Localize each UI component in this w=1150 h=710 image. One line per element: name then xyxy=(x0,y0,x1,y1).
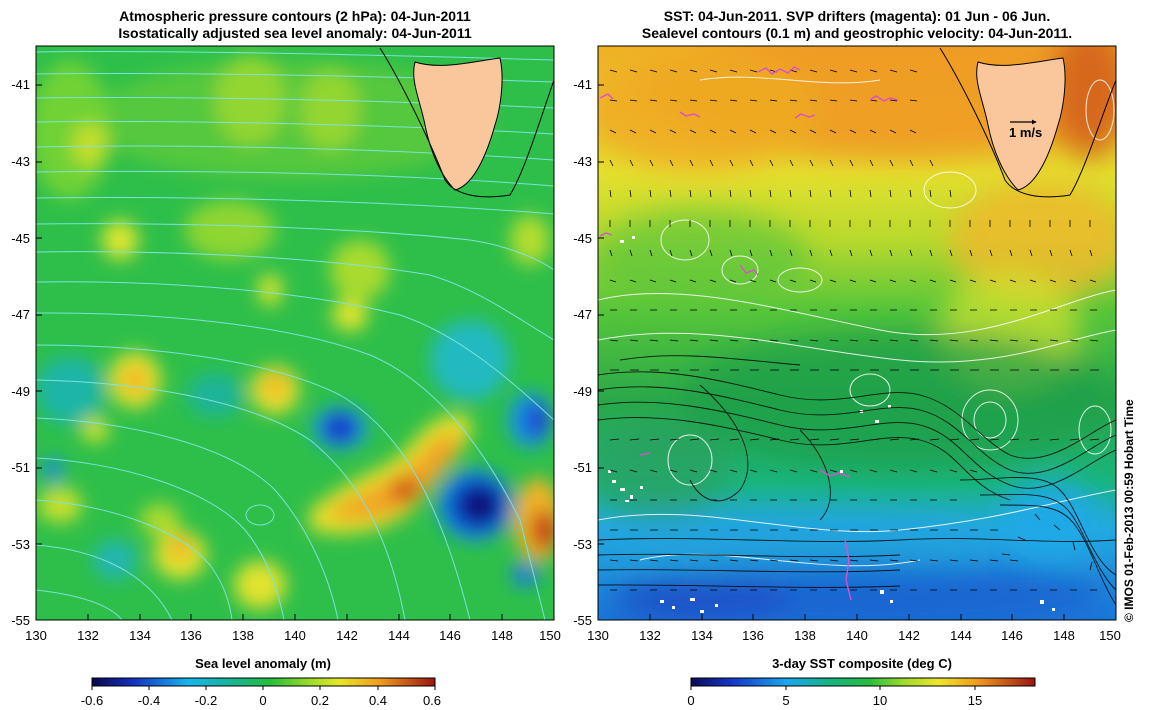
x-tick-label: 146 xyxy=(1001,628,1023,643)
x-tick-label: 148 xyxy=(1053,628,1075,643)
x-tick-label: 150 xyxy=(1099,628,1121,643)
left-x-axis: 130 132 134 136 138 140 142 144 146 148 … xyxy=(25,628,561,643)
sla-colorbar-tick: 0.6 xyxy=(423,693,441,708)
depth-contour xyxy=(379,47,554,198)
velocity-scale-label: 1 m/s xyxy=(1009,125,1042,140)
svp-drifter-tracks xyxy=(599,66,899,601)
left-title-line2: Isostatically adjusted sea level anomaly… xyxy=(118,25,472,41)
x-tick-label: 130 xyxy=(25,628,47,643)
y-tick-label: -47 xyxy=(11,307,30,322)
right-map-title: SST: 04-Jun-2011. SVP drifters (magenta)… xyxy=(598,8,1116,42)
x-tick-label: 142 xyxy=(336,628,358,643)
x-tick-label: 134 xyxy=(691,628,713,643)
y-tick-label: -55 xyxy=(11,613,30,628)
x-tick-label: 130 xyxy=(587,628,609,643)
sst-colorbar-title: 3-day SST composite (deg C) xyxy=(772,656,952,671)
y-tick-label: -43 xyxy=(573,154,592,169)
x-tick-label: 144 xyxy=(388,628,410,643)
x-tick-label: 142 xyxy=(898,628,920,643)
x-tick-label: 132 xyxy=(639,628,661,643)
y-tick-label: -49 xyxy=(573,384,592,399)
right-y-axis: -41 -43 -45 -47 -49 -51 -53 -55 xyxy=(573,77,592,628)
sst-colorbar: 3-day SST composite (deg C) 0 5 10 15 xyxy=(687,656,1036,708)
right-x-axis: 130 132 134 136 138 140 142 144 146 148 … xyxy=(587,628,1121,643)
sla-colorbar-tick: 0.2 xyxy=(311,693,329,708)
sst-colorbar-ramp xyxy=(690,677,1036,687)
x-tick-label: 144 xyxy=(950,628,972,643)
sla-shading xyxy=(36,47,554,620)
y-tick-label: -51 xyxy=(573,460,592,475)
sst-colorbar-tick: 5 xyxy=(782,693,789,708)
x-tick-label: 136 xyxy=(180,628,202,643)
sla-colorbar-title: Sea level anomaly (m) xyxy=(195,656,331,671)
x-tick-label: 138 xyxy=(794,628,816,643)
sla-colorbar-tick: 0.4 xyxy=(369,693,387,708)
sla-colorbar-tick: 0 xyxy=(259,693,266,708)
y-tick-label: -47 xyxy=(573,307,592,322)
pressure-contours xyxy=(36,51,554,620)
depth-contour-sst xyxy=(939,47,1116,198)
sst-colorbar-tick: 10 xyxy=(873,693,887,708)
x-tick-label: 150 xyxy=(539,628,561,643)
y-tick-label: -41 xyxy=(11,77,30,92)
left-y-axis: -41 -43 -45 -47 -49 -51 -53 -55 xyxy=(11,77,30,628)
y-tick-label: -55 xyxy=(573,613,592,628)
sst-colorbar-tick: 0 xyxy=(687,693,694,708)
y-tick-label: -41 xyxy=(573,77,592,92)
right-ticks xyxy=(598,84,1065,620)
sst-shading: 1 m/s xyxy=(598,46,1116,620)
sla-colorbar-tick: -0.2 xyxy=(195,693,217,708)
y-tick-label: -43 xyxy=(11,154,30,169)
y-tick-label: -45 xyxy=(11,231,30,246)
y-tick-label: -49 xyxy=(11,384,30,399)
left-ticks xyxy=(36,84,503,620)
sealevel-contours xyxy=(598,76,1116,567)
y-tick-label: -53 xyxy=(11,537,30,552)
left-title-line1: Atmospheric pressure contours (2 hPa): 0… xyxy=(119,8,471,24)
y-tick-label: -45 xyxy=(573,231,592,246)
x-tick-label: 136 xyxy=(742,628,764,643)
x-tick-label: 146 xyxy=(439,628,461,643)
sla-colorbar-tick: -0.6 xyxy=(81,693,103,708)
geostrophic-streamlines xyxy=(598,355,1116,606)
sst-map: 1 m/s xyxy=(597,45,1117,621)
imos-credit: © IMOS 01-Feb-2013 00:59 Hobart Time xyxy=(1122,399,1136,622)
velocity-vectors xyxy=(609,69,1100,591)
x-tick-label: 140 xyxy=(846,628,868,643)
x-tick-label: 138 xyxy=(232,628,254,643)
right-title-line2: Sealevel contours (0.1 m) and geostrophi… xyxy=(641,25,1073,41)
sea-level-anomaly-map xyxy=(35,45,555,621)
y-tick-label: -53 xyxy=(573,537,592,552)
x-tick-label: 134 xyxy=(129,628,151,643)
tasmania-landmass-sst xyxy=(976,57,1066,191)
x-tick-label: 148 xyxy=(491,628,513,643)
left-map-title: Atmospheric pressure contours (2 hPa): 0… xyxy=(36,8,554,42)
sla-colorbar-ramp xyxy=(91,677,436,687)
sla-colorbar: Sea level anomaly (m) -0.6 -0.4 -0.2 0 0… xyxy=(81,656,441,708)
right-title-line1: SST: 04-Jun-2011. SVP drifters (magenta)… xyxy=(663,8,1051,24)
sst-colorbar-tick: 15 xyxy=(968,693,982,708)
y-tick-label: -51 xyxy=(11,460,30,475)
x-tick-label: 140 xyxy=(284,628,306,643)
sla-colorbar-tick: -0.4 xyxy=(138,693,160,708)
x-tick-label: 132 xyxy=(77,628,99,643)
